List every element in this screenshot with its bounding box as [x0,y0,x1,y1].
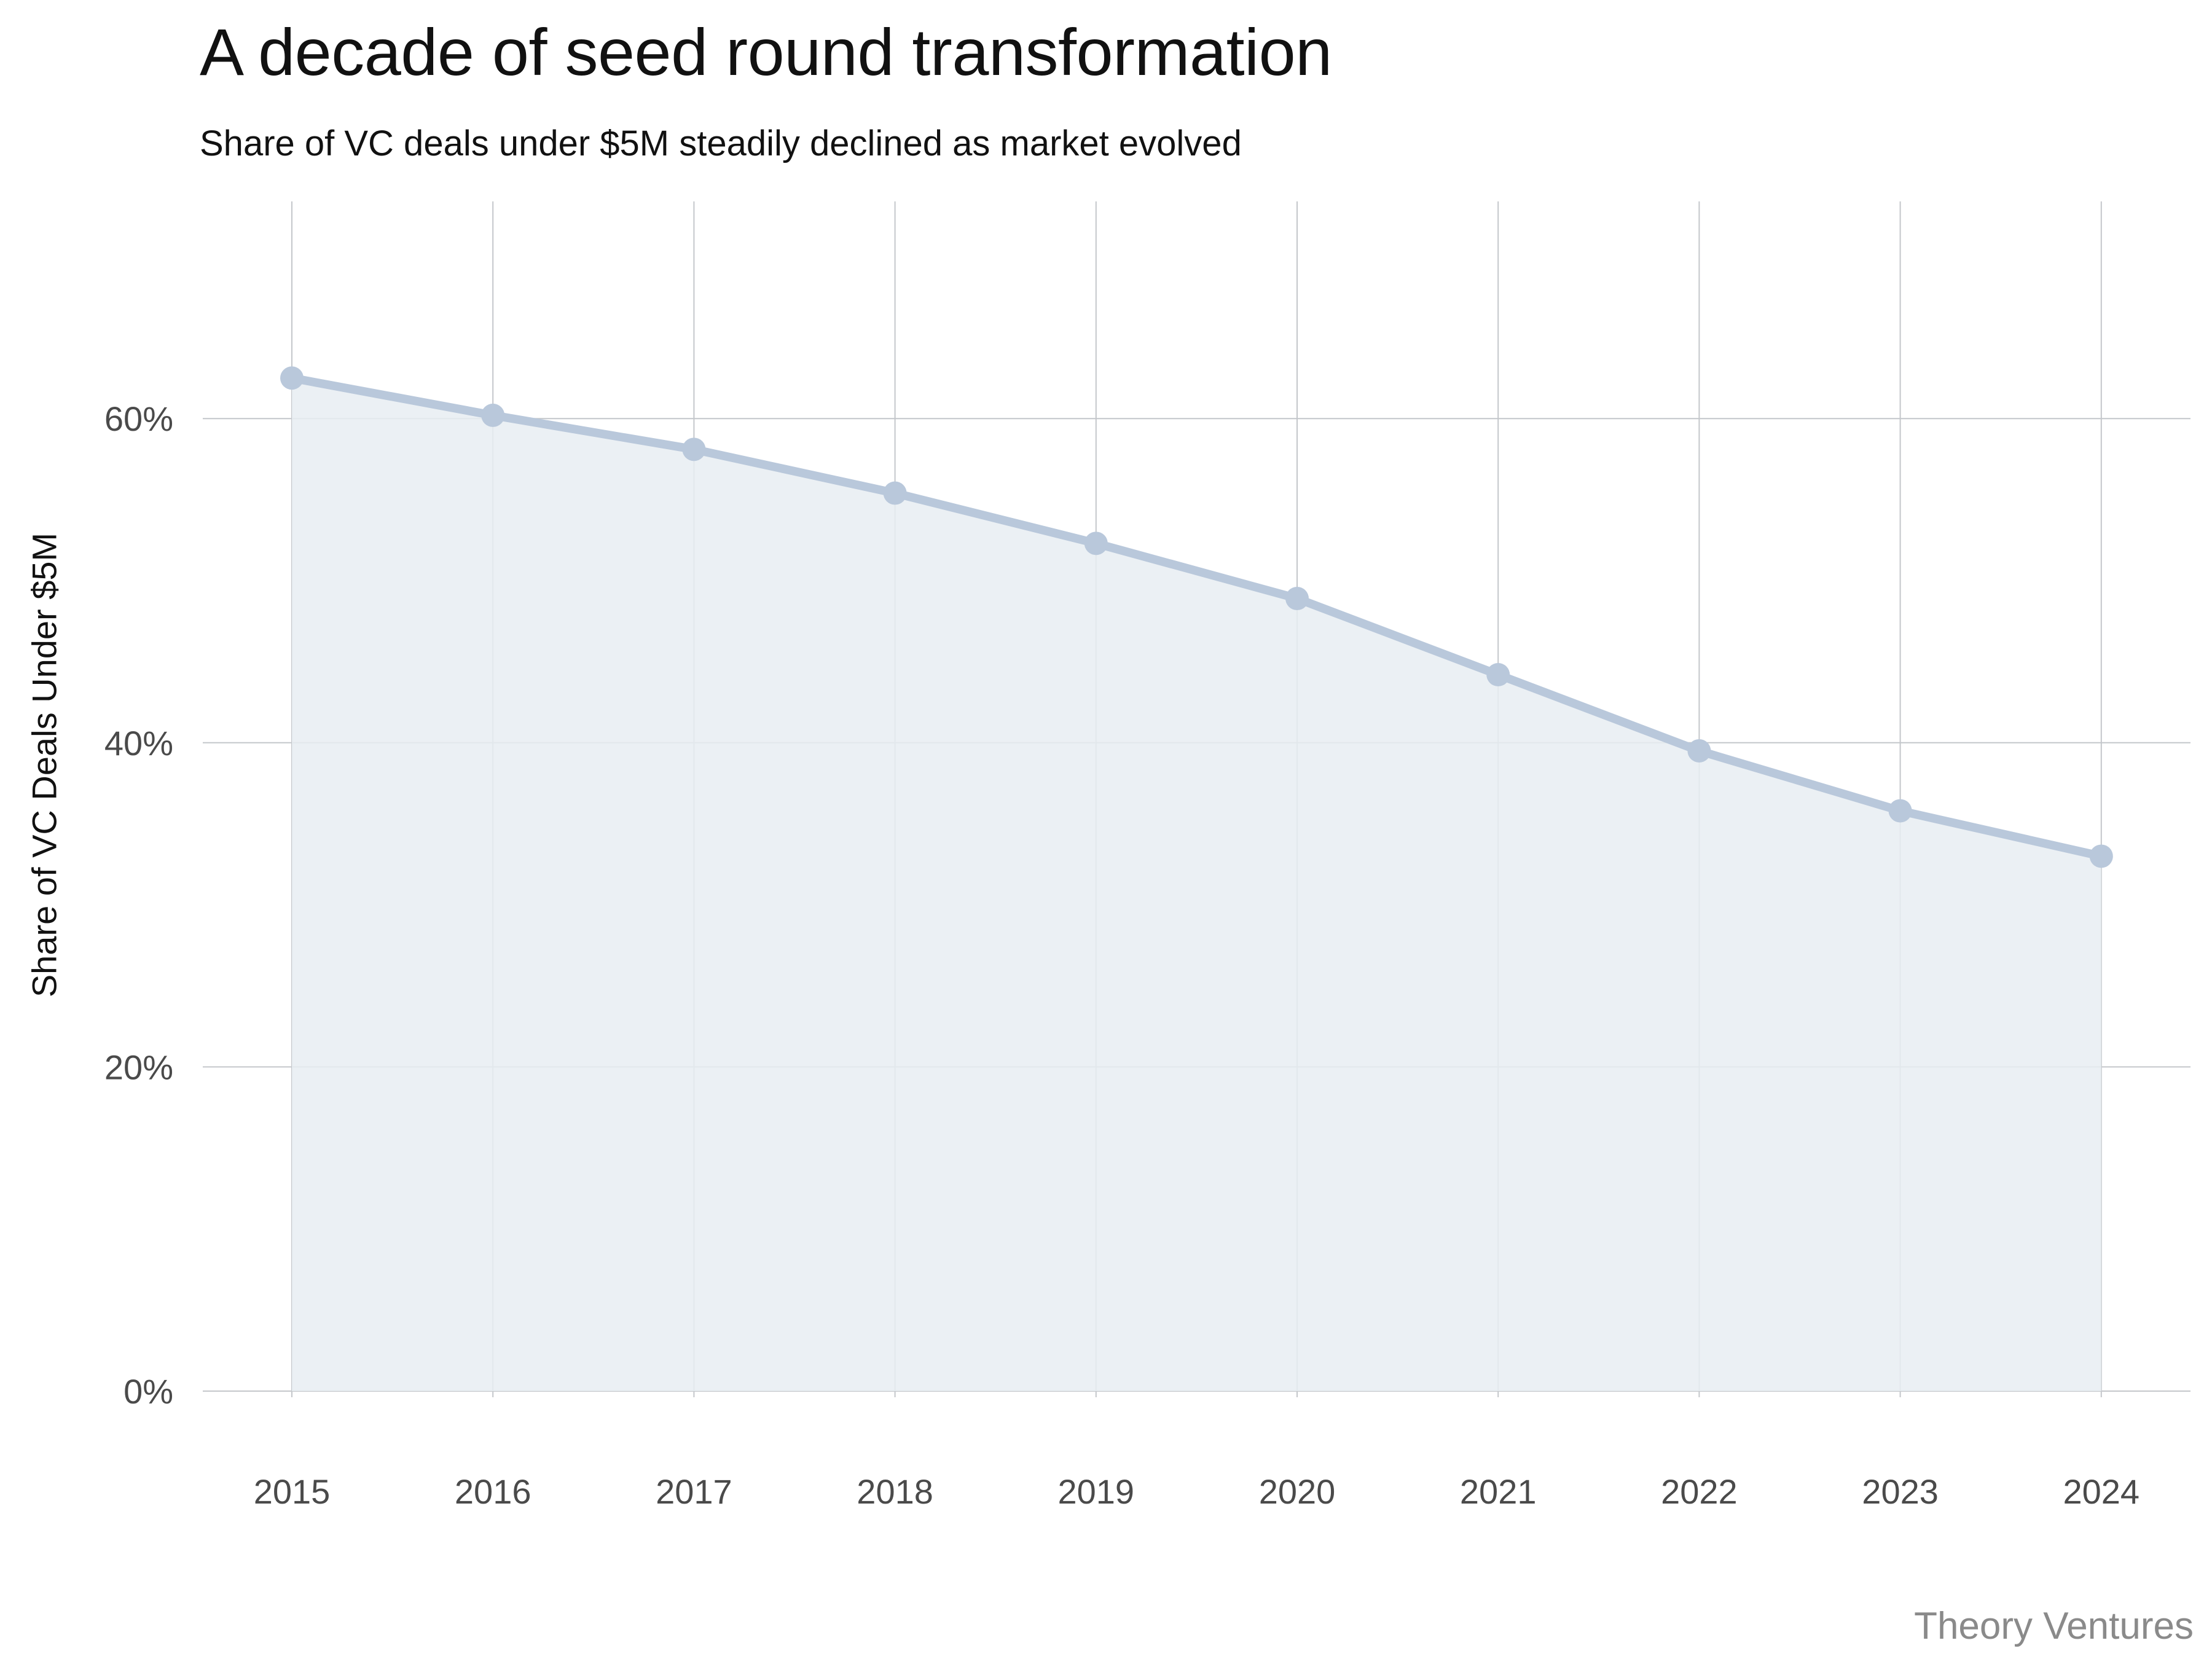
x-tick-label: 2021 [1460,1472,1537,1511]
area-fill-layer [292,378,2101,1391]
x-tick-label: 2018 [857,1472,933,1511]
data-point [1687,739,1711,763]
data-point [280,366,304,390]
x-tick-label: 2016 [455,1472,531,1511]
y-axis-ticks: 0% 20% 40% 60% [104,399,173,1411]
series-line-layer [288,374,2106,861]
data-point [1285,587,1309,611]
data-point [1888,799,1912,823]
y-tick-label: 0% [124,1372,173,1411]
data-points [280,366,2113,868]
x-tick-label: 2023 [1862,1472,1939,1511]
x-tick-label: 2020 [1259,1472,1336,1511]
data-point [2089,844,2113,868]
data-point [1084,531,1108,555]
y-tick-label: 40% [104,724,173,763]
x-tick-label: 2019 [1058,1472,1135,1511]
data-point [481,403,505,427]
data-point [1486,663,1510,687]
y-tick-label: 20% [104,1048,173,1086]
x-axis-ticks: 2015 2016 2017 2018 2019 2020 2021 2022 2023 2024 [254,1472,2139,1511]
area-fill [292,378,2101,1391]
x-tick-label: 2015 [254,1472,331,1511]
x-tick-label: 2024 [2063,1472,2140,1511]
x-tick-label: 2022 [1661,1472,1738,1511]
series-line [288,374,2106,861]
data-point [883,481,907,505]
chart-title: A decade of seed round transformation [200,15,1332,89]
source-credit: Theory Ventures [1914,1605,2194,1647]
y-tick-label: 60% [104,399,173,438]
x-tick-label: 2017 [656,1472,732,1511]
chart-subtitle: Share of VC deals under $5M steadily dec… [200,124,1242,163]
data-point [682,437,706,461]
